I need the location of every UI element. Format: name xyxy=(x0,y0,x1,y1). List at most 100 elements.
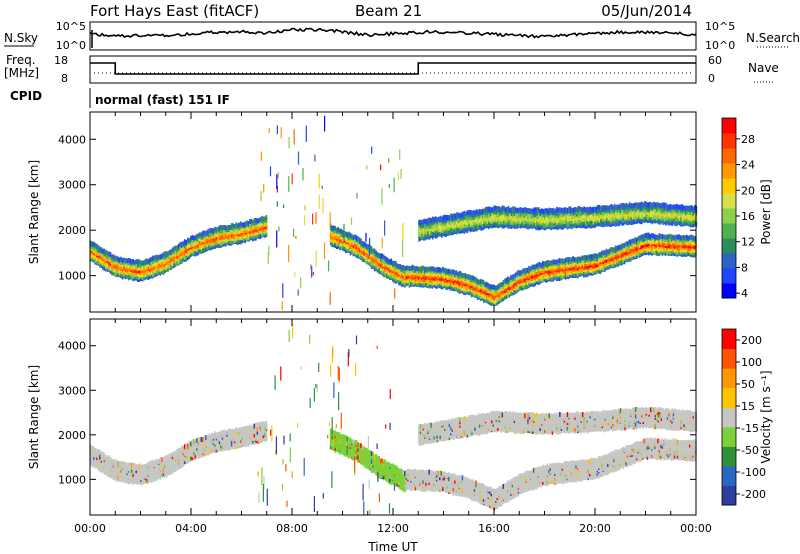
range-gate-cell xyxy=(467,274,470,280)
range-gate-cell xyxy=(514,283,517,289)
noise-streak xyxy=(304,205,306,211)
range-gate-cell xyxy=(669,215,672,221)
range-gate-cell xyxy=(99,257,101,262)
range-gate-cell xyxy=(366,252,368,257)
range-gate-cell xyxy=(445,221,448,227)
range-gate-cell xyxy=(592,269,594,275)
range-gate-cell xyxy=(457,212,460,218)
range-gate-cell xyxy=(552,276,555,282)
range-gate-cell xyxy=(425,266,427,272)
range-gate-cell xyxy=(644,211,646,217)
range-gate-cell xyxy=(158,254,160,260)
range-gate-cell xyxy=(525,280,527,286)
range-gate-cell xyxy=(462,214,464,220)
range-gate-cell xyxy=(497,206,499,212)
noise-streak xyxy=(381,237,383,248)
range-gate-cell xyxy=(179,249,181,255)
range-gate-cell xyxy=(332,232,335,238)
range-gate-cell xyxy=(676,237,679,243)
range-gate-cell xyxy=(579,266,582,272)
y-tick-label: 2000 xyxy=(58,224,86,237)
range-gate-cell xyxy=(615,210,617,216)
range-gate-cell xyxy=(102,260,104,266)
range-gate-cell xyxy=(458,288,461,294)
range-gate-cell xyxy=(646,237,649,243)
range-gate-cell xyxy=(448,225,451,231)
range-gate-cell xyxy=(693,236,696,242)
range-gate-cell xyxy=(501,282,503,287)
range-gate-cell xyxy=(476,292,479,298)
range-gate-cell xyxy=(364,257,367,263)
range-gate-cell xyxy=(522,279,524,285)
range-gate-cell xyxy=(677,204,679,210)
range-gate-cell xyxy=(460,228,463,234)
range-gate-cell xyxy=(548,268,550,274)
range-gate-cell xyxy=(585,255,588,261)
range-gate-cell xyxy=(516,284,518,290)
range-gate-cell xyxy=(589,213,591,219)
range-gate-cell xyxy=(505,282,508,288)
range-gate-cell xyxy=(106,260,109,266)
range-gate-cell xyxy=(499,292,502,298)
range-gate-cell xyxy=(526,267,529,273)
range-gate-cell xyxy=(399,276,402,282)
range-gate-cell xyxy=(576,271,579,277)
range-gate-cell xyxy=(352,239,355,245)
range-gate-cell xyxy=(249,232,251,238)
range-gate-cell xyxy=(591,212,593,218)
range-gate-cell xyxy=(508,289,511,295)
range-gate-cell xyxy=(253,221,256,227)
noise-streak xyxy=(281,301,283,311)
range-gate-cell xyxy=(261,227,263,233)
range-gate-cell xyxy=(513,215,516,221)
noise-streak xyxy=(315,212,317,224)
range-gate-cell xyxy=(439,220,442,226)
range-gate-cell xyxy=(144,259,147,265)
noise-streak xyxy=(400,168,402,179)
range-gate-cell xyxy=(685,240,688,246)
range-gate-cell xyxy=(637,202,640,208)
range-gate-cell xyxy=(545,217,548,223)
range-gate-cell xyxy=(503,223,505,229)
range-gate-cell xyxy=(679,247,682,253)
range-gate-cell xyxy=(561,273,564,279)
range-gate-cell xyxy=(537,265,539,271)
range-gate-cell xyxy=(693,244,696,250)
range-gate-cell xyxy=(632,249,635,255)
range-gate-cell xyxy=(399,270,402,276)
range-gate-cell xyxy=(414,276,417,282)
range-gate-cell xyxy=(635,246,638,251)
range-gate-cell xyxy=(665,216,667,221)
range-gate-cell xyxy=(376,252,379,258)
range-gate-cell xyxy=(685,234,688,240)
range-gate-cell xyxy=(530,213,532,219)
range-gate-cell xyxy=(592,254,594,260)
range-gate-cell xyxy=(91,247,94,253)
range-gate-cell xyxy=(547,223,549,229)
range-gate-cell xyxy=(587,207,590,213)
range-gate-cell xyxy=(590,264,593,270)
range-gate-cell xyxy=(633,217,635,223)
noise-streak xyxy=(295,236,297,239)
range-gate-cell xyxy=(337,238,340,244)
range-gate-cell xyxy=(568,216,570,222)
range-gate-cell xyxy=(221,225,224,231)
range-gate-cell xyxy=(252,224,254,229)
range-gate-cell xyxy=(143,260,145,266)
noise-streak xyxy=(304,215,306,226)
noise-streak xyxy=(369,237,371,256)
range-gate-cell xyxy=(348,243,350,248)
range-gate-cell xyxy=(689,220,691,226)
range-gate-cell xyxy=(468,214,470,220)
range-gate-cell xyxy=(473,279,476,285)
range-gate-cell xyxy=(522,218,525,224)
range-gate-cell xyxy=(689,208,691,214)
range-gate-cell xyxy=(492,284,494,290)
range-gate-cell xyxy=(261,231,263,237)
range-gate-cell xyxy=(261,225,263,231)
range-gate-cell xyxy=(597,214,599,220)
range-gate-cell xyxy=(657,213,660,219)
range-gate-cell xyxy=(530,216,532,222)
range-gate-cell xyxy=(115,255,118,261)
range-gate-cell xyxy=(355,235,358,241)
